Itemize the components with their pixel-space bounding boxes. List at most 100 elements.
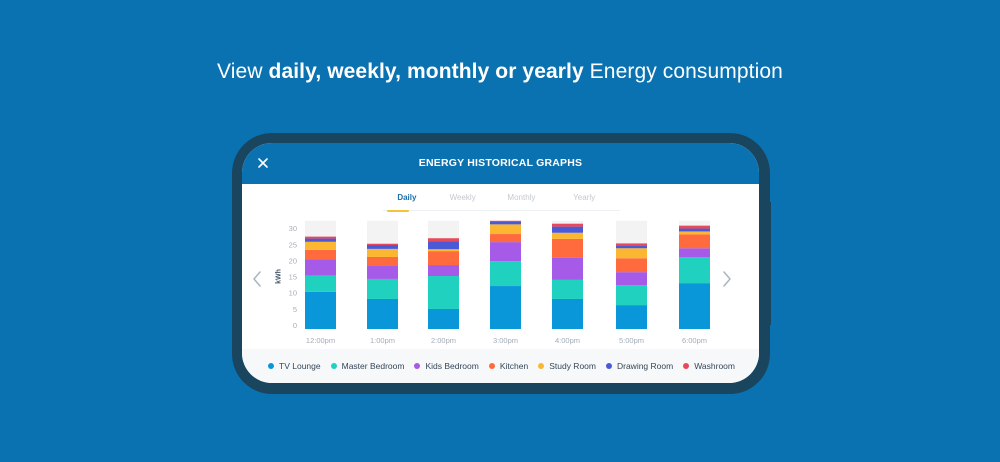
y-tick-label: 20 <box>289 256 297 265</box>
bar-segment-study-room[interactable] <box>552 232 583 239</box>
legend-label: Study Room <box>549 361 596 371</box>
tab-daily[interactable]: Daily <box>383 190 431 212</box>
legend-label: Drawing Room <box>616 361 674 371</box>
legend-dot-icon <box>488 363 495 369</box>
legend-item[interactable]: Drawing Room <box>605 361 674 371</box>
legend-dot-icon <box>605 363 612 369</box>
bar-segment-tv-lounge[interactable] <box>428 308 459 329</box>
bar-segment-tv-lounge[interactable] <box>616 305 647 329</box>
tab-yearly[interactable]: Yearly <box>573 193 596 202</box>
bar-segment-kids-bedroom[interactable] <box>367 266 398 279</box>
bar-segment-kids-bedroom[interactable] <box>616 272 647 286</box>
x-tick-label: 6:00pm <box>682 336 707 345</box>
bar-segment-tv-lounge[interactable] <box>305 291 336 329</box>
bar-segment-kitchen[interactable] <box>616 258 647 273</box>
chart-legend: TV Lounge Master Bedroom Kids Bedroom Kitch… <box>242 349 759 383</box>
bar-segment-kitchen[interactable] <box>305 249 336 260</box>
legend-item[interactable]: Washroom <box>683 361 735 371</box>
bar-segment-kids-bedroom[interactable] <box>428 265 459 277</box>
bar-segment-drawing-room[interactable] <box>490 221 521 225</box>
bar-segment-tv-lounge[interactable] <box>490 286 521 329</box>
bar-segment-tv-lounge[interactable] <box>552 298 583 329</box>
legend-label: Washroom <box>694 361 735 371</box>
bar-segment-drawing-room[interactable] <box>428 241 459 250</box>
legend-item[interactable]: Kids Bedroom <box>414 361 479 371</box>
x-tick-label: 2:00pm <box>431 336 456 345</box>
bar-segment-study-room[interactable] <box>367 248 398 257</box>
headline-suffix: Energy consumption <box>583 60 783 83</box>
chevron-left-icon <box>253 271 261 287</box>
bar-segment-master-bedroom[interactable] <box>428 276 459 309</box>
bar-segment-study-room[interactable] <box>490 224 521 235</box>
x-tick-label: 12:00pm <box>306 336 335 345</box>
legend-label: Kids Bedroom <box>425 361 479 371</box>
bar-segment-master-bedroom[interactable] <box>616 285 647 306</box>
y-tick-label: 25 <box>289 240 297 249</box>
bar-segment-kitchen[interactable] <box>679 234 710 249</box>
tab-weekly[interactable]: Weekly <box>449 193 476 202</box>
legend-label: TV Lounge <box>279 361 321 371</box>
legend-dot-icon <box>268 363 275 369</box>
x-tick-label: 4:00pm <box>555 336 580 345</box>
bar-segment-kitchen[interactable] <box>367 256 398 267</box>
chevron-right-icon <box>723 271 731 287</box>
y-axis-title: kWh <box>275 269 283 284</box>
y-tick-label: 15 <box>289 273 297 282</box>
bar-segment-master-bedroom[interactable] <box>490 261 521 287</box>
legend-dot-icon <box>683 363 690 369</box>
bar-segment-drawing-room[interactable] <box>552 226 583 233</box>
x-tick-label: 5:00pm <box>619 336 644 345</box>
bar-segment-drawing-room[interactable] <box>305 238 336 242</box>
legend-item[interactable]: TV Lounge <box>268 361 321 371</box>
bar-segment-kids-bedroom[interactable] <box>490 242 521 262</box>
bar-segment-washroom[interactable] <box>552 223 583 227</box>
bar-segment-kitchen[interactable] <box>428 251 459 266</box>
bar-segment-washroom[interactable] <box>305 236 336 239</box>
legend-dot-icon <box>414 363 421 369</box>
headline-bold: daily, weekly, monthly or yearly <box>268 60 584 83</box>
legend-item[interactable]: Study Room <box>538 361 596 371</box>
legend-label: Master Bedroom <box>341 361 405 371</box>
period-tabs: Daily Weekly Monthly Yearly <box>383 190 620 212</box>
bar-segment-kids-bedroom[interactable] <box>552 257 583 280</box>
y-tick-label: 30 <box>289 224 297 233</box>
bar-segment-master-bedroom[interactable] <box>367 278 398 299</box>
bar-segment-master-bedroom[interactable] <box>679 257 710 284</box>
y-tick-label: 0 <box>293 321 297 330</box>
bar-segment-drawing-room[interactable] <box>367 245 398 249</box>
y-tick-label: 10 <box>289 289 297 298</box>
bar-segment-washroom[interactable] <box>367 243 398 246</box>
bar-segment-kitchen[interactable] <box>490 234 521 243</box>
bar-segment-washroom[interactable] <box>490 220 521 222</box>
bar-segment-kids-bedroom[interactable] <box>679 248 710 258</box>
bar-segment-master-bedroom[interactable] <box>552 279 583 299</box>
bar-segment-tv-lounge[interactable] <box>679 283 710 329</box>
bar-segment-kids-bedroom[interactable] <box>305 259 336 276</box>
legend-dot-icon <box>330 363 337 369</box>
headline-prefix: View <box>217 60 269 83</box>
y-tick-label: 5 <box>293 305 297 314</box>
bar-segment-study-room[interactable] <box>679 231 710 235</box>
bar-segment-drawing-room[interactable] <box>616 245 647 249</box>
bar-segment-washroom[interactable] <box>428 238 459 242</box>
bar-segment-drawing-room[interactable] <box>679 228 710 232</box>
close-icon <box>258 158 268 168</box>
bar-segment-master-bedroom[interactable] <box>305 275 336 292</box>
tab-monthly[interactable]: Monthly <box>507 193 536 202</box>
x-tick-label: 1:00pm <box>370 336 395 345</box>
bar-segment-tv-lounge[interactable] <box>367 298 398 329</box>
bar-segment-study-room[interactable] <box>616 248 647 259</box>
energy-chart: 0 5 10 15 20 25 30 12:00pm 1:00pm 2:00pm 3:00pm 4:0… <box>289 220 710 345</box>
legend-item[interactable]: Master Bedroom <box>330 361 405 371</box>
next-button[interactable] <box>720 269 734 289</box>
x-tick-label: 3:00pm <box>493 336 518 345</box>
bar-segment-study-room[interactable] <box>428 249 459 252</box>
bar-segment-washroom[interactable] <box>616 243 647 246</box>
headline: View daily, weekly, monthly or yearly En… <box>0 60 1000 84</box>
bar-segment-study-room[interactable] <box>305 241 336 250</box>
previous-button[interactable] <box>250 269 264 289</box>
bar-segment-washroom[interactable] <box>679 225 710 229</box>
bar-segment-kitchen[interactable] <box>552 238 583 258</box>
legend-item[interactable]: Kitchen <box>488 361 528 371</box>
close-button[interactable] <box>256 156 270 170</box>
